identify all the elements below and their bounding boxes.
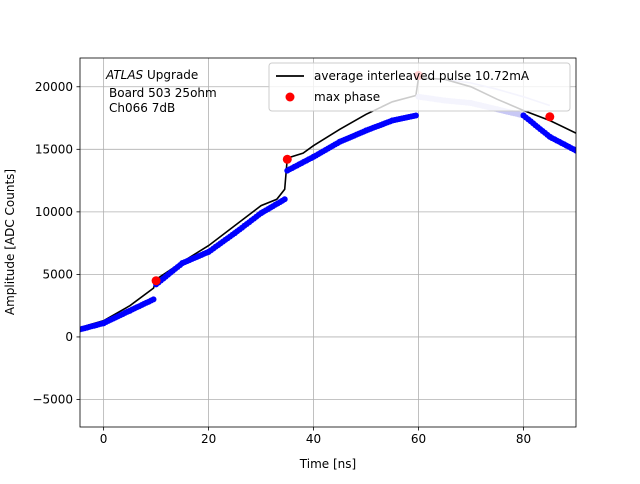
y-tick-label: 15000 <box>35 142 73 156</box>
sample-points <box>80 93 576 333</box>
x-axis-label: Time [ns] <box>299 457 356 471</box>
board-annotation: Board 503 25ohm <box>109 86 217 100</box>
legend-entry-average-pulse: average interleaved pulse 10.72mA <box>314 69 530 83</box>
plot-frame <box>79 57 577 428</box>
grid <box>80 58 576 427</box>
legend-frame <box>268 62 571 112</box>
x-tick-label: 40 <box>306 432 321 446</box>
y-tick-label: 10000 <box>35 205 73 219</box>
legend-entry-max-phase: max phase <box>314 90 380 104</box>
x-tick-label: 0 <box>100 432 108 446</box>
max-phase-point <box>151 276 161 286</box>
y-tick-label: −5000 <box>32 392 73 406</box>
max-phase-point <box>282 154 292 164</box>
y-tick-label: 5000 <box>42 267 73 281</box>
sample-point <box>573 147 576 154</box>
atlas-annotation-suffix: Upgrade <box>143 68 198 82</box>
legend: average interleaved pulse 10.72mA max ph… <box>268 62 571 112</box>
sample-point <box>412 112 419 119</box>
y-tick-label: 0 <box>65 330 73 344</box>
atlas-annotation: ATLAS Upgrade <box>105 68 198 82</box>
axes: 0 20 40 60 80 −5000 0 5000 10000 15000 20000 <box>32 57 577 446</box>
atlas-annotation-experiment: ATLAS <box>105 68 144 82</box>
y-tick-label: 20000 <box>35 80 73 94</box>
x-tick-label: 20 <box>201 432 216 446</box>
channel-annotation: Ch066 7dB <box>109 101 175 115</box>
x-tick-label: 80 <box>516 432 531 446</box>
legend-marker-swatch <box>285 92 295 102</box>
max-phase-point <box>545 112 555 122</box>
y-axis-label: Amplitude [ADC Counts] <box>3 169 17 315</box>
sample-point <box>150 296 157 303</box>
average-pulse-line <box>80 77 576 329</box>
x-tick-label: 60 <box>411 432 426 446</box>
sample-point <box>281 196 288 203</box>
